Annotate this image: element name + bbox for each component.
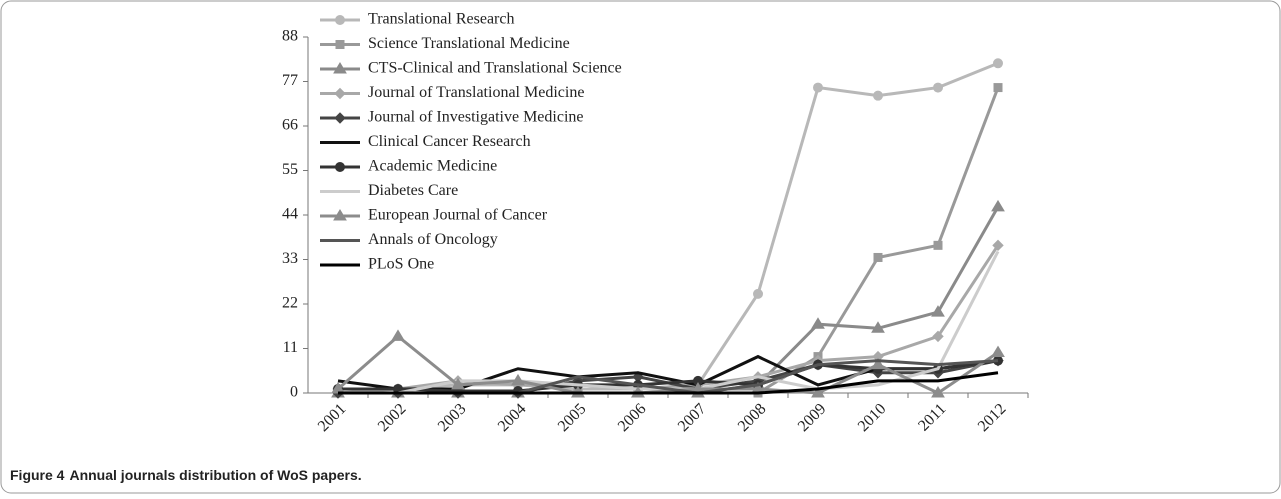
y-tick-label: 0: [290, 384, 298, 401]
marker: [335, 40, 345, 49]
marker: [391, 329, 405, 341]
legend-label: Diabetes Care: [368, 182, 458, 199]
y-tick-label: 44: [282, 206, 298, 223]
marker: [993, 83, 1003, 93]
legend-label: Annals of Oncology: [368, 231, 498, 248]
legend-label: European Journal of Cancer: [368, 207, 548, 224]
marker: [871, 321, 885, 333]
y-tick-label: 77: [282, 72, 298, 89]
legend-label: Translational Research: [368, 11, 514, 28]
marker: [451, 377, 465, 390]
legend-label: Science Translational Medicine: [368, 35, 570, 52]
marker: [932, 330, 944, 343]
marker: [335, 15, 345, 25]
marker: [992, 239, 1004, 252]
y-tick-label: 33: [282, 250, 298, 267]
marker: [873, 252, 883, 262]
legend-label: Journal of Investigative Medicine: [368, 109, 584, 126]
y-tick-label: 22: [282, 295, 298, 312]
marker: [333, 62, 347, 74]
marker: [871, 357, 885, 370]
marker: [334, 87, 346, 100]
marker: [931, 305, 945, 317]
marker: [813, 82, 823, 93]
y-tick-label: 66: [282, 117, 298, 134]
legend-label: Journal of Translational Medicine: [368, 84, 584, 101]
y-tick-label: 11: [283, 339, 298, 356]
legend-label: Clinical Cancer Research: [368, 133, 531, 150]
y-tick-label: 55: [282, 161, 298, 178]
series-line: [337, 334, 999, 395]
marker: [335, 162, 345, 172]
caption: Figure 4 Annual journals distribution of …: [10, 467, 362, 483]
marker: [811, 386, 825, 398]
series-line: [338, 371, 999, 395]
marker: [511, 373, 525, 386]
marker: [991, 345, 1005, 358]
marker: [811, 317, 825, 329]
caption-label: Figure 4: [10, 467, 65, 483]
legend-label: Academic Medicine: [368, 158, 497, 175]
marker: [933, 82, 943, 93]
marker: [333, 209, 347, 221]
marker: [873, 90, 883, 101]
marker: [991, 199, 1005, 212]
caption-text: Annual journals distribution of WoS pape…: [69, 467, 361, 483]
y-tick-label: 88: [282, 28, 298, 45]
marker: [993, 58, 1003, 69]
marker: [933, 240, 943, 250]
marker: [753, 288, 763, 299]
legend-label: CTS-Clinical and Translational Science: [368, 60, 622, 77]
marker: [334, 112, 346, 124]
marker: [931, 386, 945, 398]
legend-label: PLoS One: [368, 256, 434, 273]
